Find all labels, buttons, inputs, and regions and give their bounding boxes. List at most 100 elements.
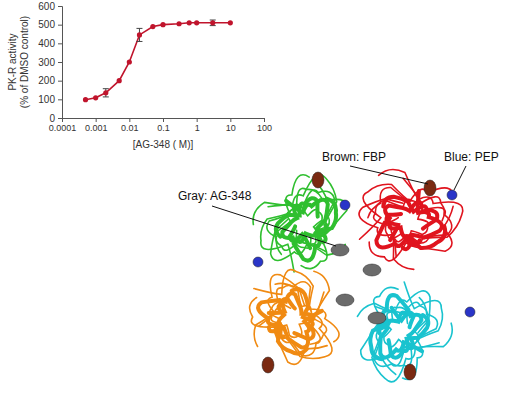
y-axis-title-line: PK-R activity — [7, 33, 18, 90]
data-point — [194, 20, 199, 25]
y-axis-line — [58, 7, 63, 119]
x-tick: 10 — [226, 118, 236, 133]
ag348-ligand — [368, 312, 386, 324]
structure-label: Blue: PEP — [444, 150, 499, 164]
x-tick: 1 — [195, 118, 200, 133]
x-tick-mark — [62, 118, 63, 122]
y-tick-mark — [58, 99, 62, 100]
ag348-ligand — [331, 244, 349, 256]
ribbon-strand — [250, 298, 328, 365]
y-axis-title-line: (% of DMSO control) — [19, 16, 30, 108]
y-tick: 100 — [38, 94, 62, 105]
x-tick-label: 0.01 — [121, 123, 139, 133]
y-tick-mark — [58, 6, 62, 7]
label-arrow — [350, 166, 428, 184]
y-tick: 0 — [49, 113, 62, 124]
x-tick-label: 0.1 — [157, 123, 170, 133]
fbp-ligand — [404, 364, 416, 380]
pep-ligand — [253, 257, 263, 267]
ribbon-strand — [258, 300, 307, 354]
subunit-ribbon — [359, 170, 463, 270]
ribbon-strand — [384, 312, 407, 349]
pep-ligand — [340, 200, 350, 210]
error-bar — [210, 20, 216, 26]
pep-ligand — [465, 307, 475, 317]
ag348-ligand — [363, 264, 381, 276]
ribbon-strand — [369, 206, 453, 261]
x-tick-label: 0.001 — [85, 123, 108, 133]
x-tick: 0.001 — [85, 118, 108, 133]
x-tick-label: 0.0001 — [49, 123, 77, 133]
x-tick-mark — [197, 118, 198, 122]
error-bar-cap — [136, 28, 142, 29]
ribbon-strand — [370, 295, 408, 359]
ribbon-strand — [270, 302, 292, 343]
subunit-ribbon — [357, 282, 452, 382]
x-tick-label: 10 — [226, 123, 236, 133]
x-tick-label: 1 — [195, 123, 200, 133]
data-point — [137, 32, 142, 37]
y-tick: 200 — [38, 75, 62, 86]
error-bar-cap — [103, 96, 109, 97]
label-arrow — [212, 206, 336, 246]
data-point — [117, 78, 122, 83]
x-tick: 100 — [257, 118, 272, 133]
y-tick: 500 — [38, 19, 62, 30]
error-bar-cap — [103, 88, 109, 89]
x-axis: 0.0001 0.001 0.01 0.1 1 10 100 — [49, 118, 272, 133]
y-tick-label: 100 — [38, 94, 55, 105]
data-point — [210, 20, 215, 25]
y-axis-title: PK-R activity(% of DMSO control) — [7, 16, 30, 108]
ribbon-strand — [385, 218, 429, 244]
y-tick-label: 300 — [38, 57, 55, 68]
x-tick-mark — [230, 118, 231, 122]
data-point — [127, 59, 132, 64]
error-bar — [103, 89, 109, 97]
x-tick-mark — [264, 118, 265, 122]
ag348-ligand — [336, 294, 354, 306]
x-tick-mark — [129, 118, 130, 122]
fbp-ligand — [312, 172, 324, 188]
structure-label: Brown: FBP — [322, 150, 386, 164]
data-point — [160, 22, 165, 27]
y-axis: 0 100 200 300 400 500 600 — [38, 1, 62, 124]
figure: 0 100 200 300 400 500 600 0.0001 0.001 0.01 0.1 1 10… — [0, 0, 520, 397]
fbp-ligand — [262, 357, 274, 373]
protein-structure: Gray: AG-348Brown: FBPBlue: PEP — [178, 150, 499, 382]
error-bar-cap — [136, 41, 142, 42]
ribbon-strand — [294, 199, 336, 261]
y-tick-mark — [58, 62, 62, 63]
plot-area — [83, 20, 233, 102]
y-tick: 400 — [38, 38, 62, 49]
y-tick-mark — [58, 81, 62, 82]
ribbon-strand — [295, 215, 329, 248]
y-tick: 300 — [38, 57, 62, 68]
x-tick-mark — [96, 118, 97, 122]
x-tick-mark — [163, 118, 164, 122]
data-point — [187, 20, 192, 25]
y-tick: 600 — [38, 1, 62, 12]
x-tick: 0.0001 — [49, 118, 77, 133]
data-line — [86, 23, 231, 100]
y-tick-mark — [58, 25, 62, 26]
x-tick-label: 100 — [257, 123, 272, 133]
chart: 0 100 200 300 400 500 600 0.0001 0.001 0.01 0.1 1 10… — [7, 1, 272, 150]
y-tick-label: 400 — [38, 38, 55, 49]
x-tick: 0.01 — [121, 118, 139, 133]
data-point — [150, 24, 155, 29]
y-tick-mark — [58, 118, 62, 119]
data-point — [93, 95, 98, 100]
y-tick-mark — [58, 43, 62, 44]
label-arrow — [454, 166, 466, 190]
data-point — [103, 90, 108, 95]
pep-ligand — [447, 190, 457, 200]
y-tick-label: 600 — [38, 1, 55, 12]
y-tick-label: 200 — [38, 75, 55, 86]
subunit-ribbon — [250, 270, 339, 365]
y-tick-label: 0 — [49, 113, 55, 124]
x-tick: 0.1 — [157, 118, 170, 133]
data-point — [83, 97, 88, 102]
data-point — [176, 21, 181, 26]
x-axis-line — [63, 119, 265, 123]
fbp-ligand — [424, 180, 436, 196]
